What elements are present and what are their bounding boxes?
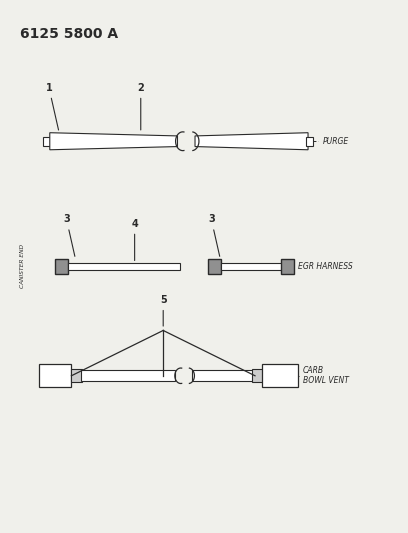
Text: 3: 3 (63, 214, 75, 256)
Text: CANISTER END: CANISTER END (20, 245, 25, 288)
Text: 5: 5 (160, 295, 166, 326)
Polygon shape (50, 133, 177, 150)
Text: 4: 4 (131, 219, 138, 261)
Bar (43, 137, 51, 146)
Bar (262, 364, 298, 387)
Bar (81, 370, 175, 381)
Text: CARB
BOWL VENT: CARB BOWL VENT (303, 366, 348, 385)
Bar (252, 369, 263, 382)
Bar (208, 259, 221, 274)
Bar (39, 364, 71, 387)
Text: 2: 2 (137, 83, 144, 130)
Text: 3: 3 (208, 214, 220, 256)
Bar (71, 369, 82, 382)
Bar (68, 263, 180, 270)
Bar (55, 259, 68, 274)
Text: 1: 1 (46, 83, 58, 130)
Bar (192, 370, 253, 381)
Polygon shape (195, 133, 308, 150)
Bar (221, 263, 282, 270)
Text: EGR HARNESS: EGR HARNESS (298, 262, 353, 271)
Bar (306, 137, 313, 146)
Text: PURGE: PURGE (322, 137, 348, 146)
Bar (281, 259, 294, 274)
Text: 6125 5800 A: 6125 5800 A (20, 27, 119, 41)
